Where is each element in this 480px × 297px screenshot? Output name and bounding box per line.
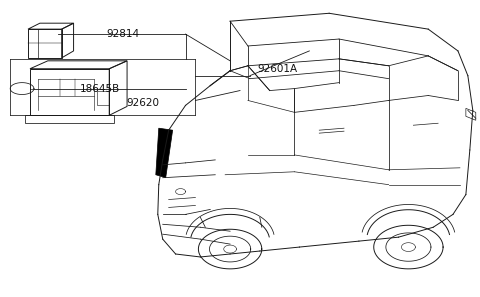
Text: 18645B: 18645B <box>80 83 120 94</box>
Polygon shape <box>156 128 173 178</box>
Text: 92814: 92814 <box>106 29 139 39</box>
Text: 92620: 92620 <box>126 98 159 108</box>
Text: 92601A: 92601A <box>258 64 298 74</box>
